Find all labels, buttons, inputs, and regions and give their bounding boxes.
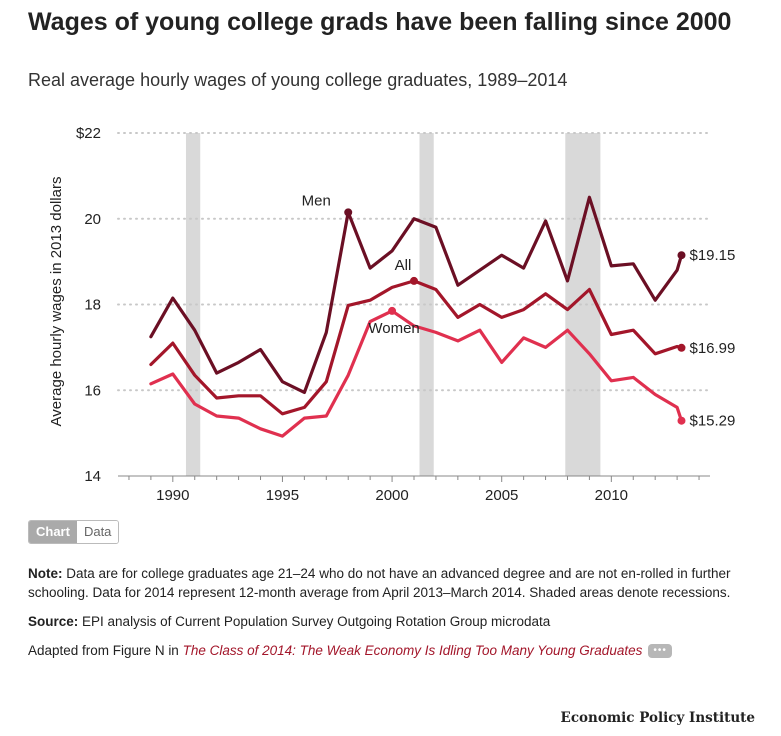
series-end-dot-men [677,251,686,260]
y-tick-label: 14 [84,468,101,485]
note-label: Note: [28,566,63,581]
page-subtitle: Real average hourly wages of young colle… [28,70,568,90]
report-link[interactable]: The Class of 2014: The Weak Economy Is I… [182,643,643,658]
series-name-label-all: All [395,257,412,274]
y-tick-label: 20 [84,211,101,228]
source-paragraph: Source: EPI analysis of Current Populati… [28,612,740,631]
page-title: Wages of young college grads have been f… [28,8,732,36]
series-name-label-men: Men [302,192,331,209]
series-marker-all [410,276,418,285]
source-label: Source: [28,614,79,629]
adapted-prefix: Adapted from Figure N in [28,643,183,658]
tab-chart[interactable]: Chart [29,521,77,543]
chart-labels: $19.15 Men $16.99 All $15.29 Women [302,192,736,429]
series-lines [149,195,686,438]
y-tick-label: 16 [84,382,101,399]
x-tick-label: 2005 [485,487,518,504]
y-axis-title: Average hourly wages in 2013 dollars [48,177,65,427]
x-tick-label: 1995 [266,487,299,504]
series-marker-women [388,306,397,315]
note-text: Data are for college graduates age 21–24… [28,566,731,600]
more-button[interactable]: ••• [648,644,672,659]
view-toggle: Chart Data [28,520,120,544]
y-tick-label: 18 [84,297,101,314]
wages-line-chart: 14 16 18 20 $22 1990 1995 2000 2005 2010 Average h… [48,125,736,504]
y-tick-label: $22 [76,125,101,142]
x-tick-label: 2010 [595,487,628,504]
series-end-dot-women [677,416,686,425]
axes: 14 16 18 20 $22 1990 1995 2000 2005 2010 Average h… [48,125,710,504]
series-line-men [149,195,684,394]
tab-data[interactable]: Data [76,521,119,543]
x-tick-label: 1990 [156,487,189,504]
chart-notes: Note: Data are for college graduates age… [28,564,740,670]
adapted-paragraph: Adapted from Figure N in The Class of 20… [28,641,740,660]
series-marker-men [344,208,353,217]
footer-brand: Economic Policy Institute [560,710,755,726]
source-text: EPI analysis of Current Population Surve… [82,614,551,629]
end-value-label-all: $16.99 [689,340,735,357]
end-value-label-men: $19.15 [689,247,735,264]
note-paragraph: Note: Data are for college graduates age… [28,564,740,602]
series-line-all [149,279,684,416]
end-value-label-women: $15.29 [689,413,735,430]
series-name-label-women: Women [368,320,419,337]
series-end-dot-all [677,343,686,352]
series-line-women [149,309,684,438]
recession-band [185,133,201,476]
x-tick-label: 2000 [375,487,408,504]
